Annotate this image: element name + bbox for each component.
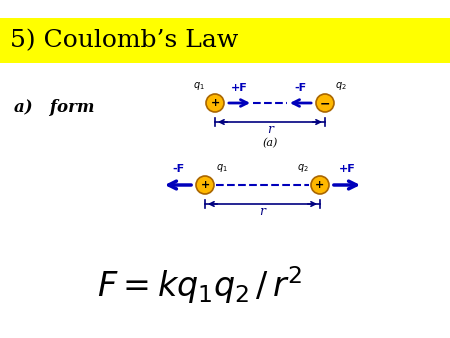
Text: $F = kq_1q_2\,/\,r^2$: $F = kq_1q_2\,/\,r^2$ xyxy=(97,264,303,306)
Text: (a): (a) xyxy=(262,138,278,148)
Text: r: r xyxy=(267,123,273,136)
Text: $q_1$: $q_1$ xyxy=(216,162,228,174)
Text: $q_2$: $q_2$ xyxy=(297,162,309,174)
Text: −: − xyxy=(320,97,330,110)
Text: $q_2$: $q_2$ xyxy=(335,80,347,92)
Text: $q_1$: $q_1$ xyxy=(193,80,205,92)
Circle shape xyxy=(311,176,329,194)
Text: +F: +F xyxy=(338,164,356,174)
Circle shape xyxy=(316,94,334,112)
Text: a)   form: a) form xyxy=(14,99,94,117)
Text: +F: +F xyxy=(231,83,248,93)
FancyBboxPatch shape xyxy=(0,18,450,63)
Text: +: + xyxy=(211,98,220,108)
Text: +: + xyxy=(200,180,210,191)
Text: r: r xyxy=(260,205,266,218)
Text: 5) Coulomb’s Law: 5) Coulomb’s Law xyxy=(10,29,238,52)
Text: -F: -F xyxy=(172,164,184,174)
Text: +: + xyxy=(315,180,324,191)
Circle shape xyxy=(196,176,214,194)
Circle shape xyxy=(206,94,224,112)
Text: -F: -F xyxy=(294,83,306,93)
